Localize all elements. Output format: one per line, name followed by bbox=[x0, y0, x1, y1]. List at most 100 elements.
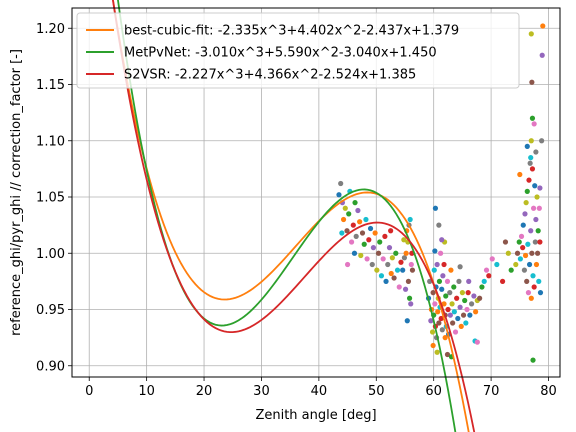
scatter-point bbox=[536, 205, 542, 211]
y-tick-label: 0.95 bbox=[36, 303, 65, 318]
scatter-point bbox=[449, 301, 455, 307]
scatter-point bbox=[537, 239, 543, 245]
scatter-point bbox=[531, 284, 537, 290]
scatter-point bbox=[454, 295, 460, 301]
scatter-point bbox=[526, 177, 532, 183]
scatter-point bbox=[489, 256, 495, 262]
y-tick-label: 1.05 bbox=[36, 191, 65, 206]
scatter-point bbox=[431, 267, 437, 273]
scatter-point bbox=[518, 233, 525, 239]
scatter-point bbox=[386, 245, 393, 251]
scatter-point bbox=[436, 278, 443, 284]
scatter-point bbox=[439, 237, 445, 243]
scatter-point bbox=[532, 183, 538, 189]
scatter-point bbox=[526, 261, 533, 268]
scatter-point bbox=[540, 23, 546, 29]
scatter-point bbox=[361, 241, 367, 247]
fit-curve-2 bbox=[112, 0, 476, 432]
scatter-point bbox=[382, 233, 388, 239]
x-axis-label: Zenith angle [deg] bbox=[255, 408, 376, 423]
scatter-point bbox=[357, 219, 363, 225]
scatter-point bbox=[355, 207, 361, 214]
scatter-point bbox=[534, 194, 540, 200]
scatter-point bbox=[364, 256, 370, 262]
scatter-point bbox=[450, 320, 456, 326]
scatter-point bbox=[516, 239, 522, 245]
scatter-point bbox=[474, 339, 480, 345]
scatter-point bbox=[464, 306, 470, 313]
scatter-point bbox=[505, 250, 511, 256]
scatter-point bbox=[448, 267, 454, 273]
scatter-point bbox=[443, 293, 449, 299]
y-tick-label: 1.20 bbox=[36, 22, 65, 37]
scatter-point bbox=[527, 160, 533, 166]
plot-frame bbox=[71, 7, 561, 378]
scatter-point bbox=[532, 239, 538, 245]
scatter-point bbox=[522, 211, 528, 217]
legend: best-cubic-fit: -2.335x^3+4.402x^2-2.437… bbox=[76, 12, 520, 89]
scatter-point bbox=[524, 188, 530, 194]
scatter-point bbox=[352, 200, 358, 206]
scatter-point bbox=[473, 309, 479, 315]
scatter-point bbox=[524, 278, 530, 284]
scatter-point bbox=[533, 216, 539, 223]
scatter-point bbox=[521, 267, 528, 273]
scatter-point bbox=[530, 357, 536, 363]
scatter-point bbox=[529, 79, 535, 85]
fit-curves bbox=[112, 0, 476, 432]
scatter-point bbox=[430, 342, 436, 349]
scatter-point bbox=[375, 250, 382, 256]
scatter-point bbox=[430, 290, 436, 296]
scatter-point bbox=[528, 155, 534, 161]
scatter-point bbox=[525, 241, 531, 247]
scatter-point bbox=[514, 250, 521, 256]
scatter-point bbox=[398, 259, 404, 265]
scatter-point bbox=[344, 228, 350, 234]
scatter-point bbox=[528, 295, 534, 301]
scatter-point bbox=[447, 290, 453, 296]
scatter-point bbox=[459, 290, 465, 296]
scatter-point bbox=[393, 250, 399, 256]
scatter-point bbox=[407, 216, 413, 223]
scatter-point bbox=[372, 230, 378, 236]
y-axis-ticks: 0.90 0.95 1.00 1.05 1.10 1.15 1.20 bbox=[36, 22, 72, 374]
scatter-point bbox=[366, 237, 372, 243]
scatter-point bbox=[367, 225, 374, 232]
x-axis-ticks: 0 10 20 30 40 50 60 70 80 bbox=[85, 377, 557, 399]
scatter-point bbox=[517, 171, 523, 178]
scatter-point bbox=[528, 228, 534, 234]
scatter-point bbox=[533, 149, 539, 155]
scatter-point bbox=[444, 351, 451, 358]
scatter-point bbox=[467, 312, 473, 318]
scatter-point bbox=[444, 278, 451, 284]
scatter-point bbox=[452, 329, 459, 335]
scatter-point bbox=[406, 295, 413, 301]
scatter-point bbox=[391, 275, 397, 281]
y-tick-label: 1.10 bbox=[36, 134, 65, 149]
scatter-point bbox=[378, 273, 385, 279]
scatter-point bbox=[339, 230, 345, 236]
scatter-point bbox=[523, 200, 529, 206]
scatter-point bbox=[436, 222, 442, 228]
scatter-point bbox=[447, 312, 453, 318]
scatter-point bbox=[402, 286, 409, 292]
scatter-point bbox=[370, 245, 377, 251]
scatter-point bbox=[432, 301, 438, 307]
x-tick-label: 60 bbox=[425, 384, 442, 399]
legend-label-metpvnet: MetPvNet: -3.010x^3+5.590x^2-3.040x+1.45… bbox=[124, 46, 437, 61]
scatter-point bbox=[531, 121, 537, 127]
legend-box bbox=[76, 12, 520, 89]
scatter-point bbox=[369, 261, 375, 268]
scatter-point bbox=[483, 267, 490, 273]
scatter-point bbox=[401, 255, 408, 261]
scatter-point bbox=[537, 185, 543, 191]
scatter-point bbox=[528, 31, 534, 37]
scatter-point bbox=[394, 267, 401, 273]
scatter-point bbox=[350, 222, 356, 228]
scatter-point bbox=[428, 318, 434, 324]
scatter-point bbox=[462, 297, 468, 304]
scatter-point bbox=[441, 261, 447, 268]
scatter-point bbox=[429, 329, 436, 335]
y-tick-label: 1.15 bbox=[36, 78, 65, 93]
